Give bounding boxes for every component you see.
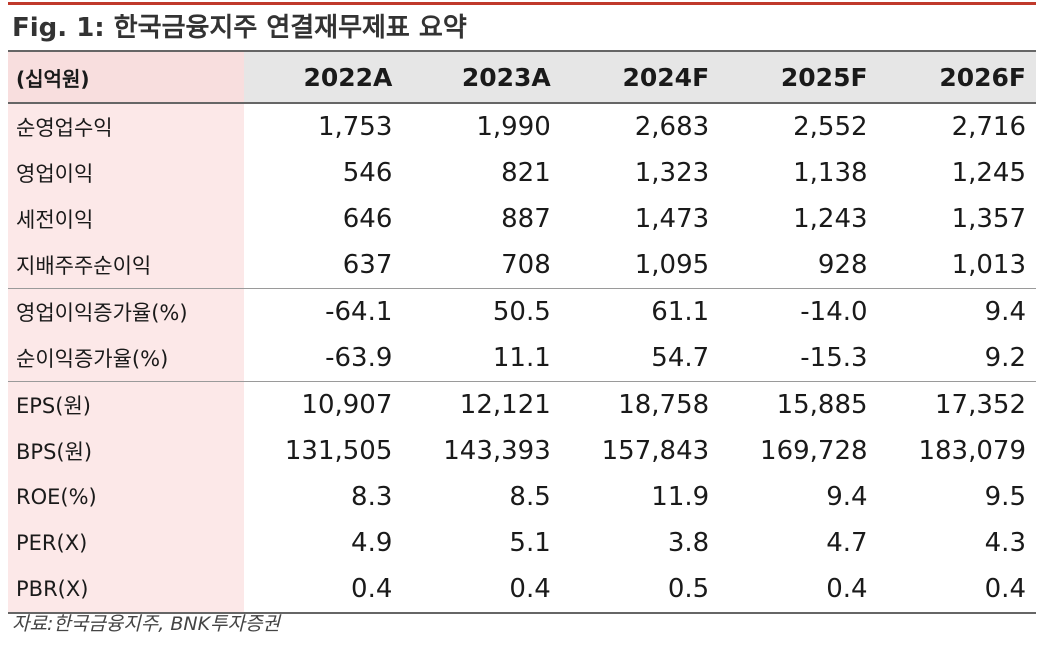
value-cell: 17,352	[877, 381, 1036, 428]
value-cell: 1,243	[793, 204, 868, 234]
row-label: EPS(원)	[8, 381, 244, 428]
row-label: 세전이익	[8, 196, 244, 242]
value-cell: -63.9	[325, 343, 393, 373]
value-cell: 887	[501, 204, 551, 234]
row-label: 순영업수익	[8, 103, 244, 150]
unit-label: (십억원)	[8, 50, 244, 104]
value-cell: 157,843	[601, 436, 710, 466]
figure-title: Fig. 1: 한국금융지주 연결재무제표 요약	[12, 13, 467, 43]
value-cell: 9.2	[984, 343, 1026, 373]
value-cell: 50.5	[402, 288, 561, 335]
year-header: 2023A	[402, 50, 561, 104]
row-label: PBR(X)	[8, 566, 244, 614]
value-cell: 0.4	[402, 566, 561, 614]
value-cell: 4.9	[351, 528, 393, 558]
value-cell: 1,323	[634, 158, 710, 188]
table-row: EPS(원) 10,907 12,121 18,758 15,885 17,35…	[8, 381, 1036, 428]
value-cell: 54.7	[651, 343, 710, 373]
value-cell: 5.1	[509, 528, 551, 558]
row-label: PER(X)	[8, 520, 244, 566]
row-label: 순이익증가율(%)	[8, 335, 244, 382]
table-row: ROE(%) 8.3 8.5 11.9 9.4 9.5	[8, 474, 1036, 520]
value-cell: 821	[501, 158, 551, 188]
value-cell: 61.1	[560, 288, 720, 335]
value-cell: 637	[342, 250, 393, 280]
table-row: BPS(원) 131,505 143,393 157,843 169,728 1…	[8, 428, 1036, 474]
value-cell: 143,393	[443, 436, 551, 466]
row-label: 영업이익	[8, 150, 244, 196]
value-cell: 0.4	[244, 566, 403, 614]
row-label: 지배주주순이익	[8, 242, 244, 289]
title-accent-rule	[8, 2, 1036, 5]
value-cell: 18,758	[560, 381, 720, 428]
row-label: ROE(%)	[8, 474, 244, 520]
source-note: 자료:한국금융지주, BNK투자증권	[12, 613, 280, 635]
value-cell: 646	[342, 204, 393, 234]
value-cell: 708	[501, 250, 551, 280]
value-cell: 546	[342, 158, 393, 188]
value-cell: 11.1	[492, 343, 551, 373]
table-row: PBR(X) 0.4 0.4 0.5 0.4 0.4	[8, 566, 1036, 614]
financial-summary-table: (십억원) 2022A 2023A 2024F 2025F 2026F 순영업수…	[8, 50, 1036, 614]
value-cell: -15.3	[800, 343, 868, 373]
year-header: 2022A	[244, 50, 403, 104]
value-cell: 2,683	[634, 112, 710, 142]
value-cell: 928	[817, 250, 868, 280]
value-cell: 9.4	[877, 288, 1036, 335]
value-cell: 183,079	[918, 436, 1026, 466]
year-header: 2024F	[560, 50, 720, 104]
row-label: BPS(원)	[8, 428, 244, 474]
value-cell: 0.4	[719, 566, 878, 614]
value-cell: 2,552	[793, 112, 868, 142]
value-cell: 1,357	[951, 204, 1026, 234]
table-row: 순영업수익 1,753 1,990 2,683 2,552 2,716	[8, 103, 1036, 150]
value-cell: 3.8	[667, 528, 710, 558]
value-cell: 8.5	[509, 482, 551, 512]
value-cell: 1,473	[634, 204, 710, 234]
value-cell: 11.9	[651, 482, 710, 512]
value-cell: 8.3	[351, 482, 393, 512]
value-cell: 1,095	[634, 250, 710, 280]
value-cell: 0.5	[560, 566, 720, 614]
value-cell: 0.4	[877, 566, 1036, 614]
table-row: PER(X) 4.9 5.1 3.8 4.7 4.3	[8, 520, 1036, 566]
value-cell: 131,505	[284, 436, 393, 466]
value-cell: 10,907	[244, 381, 403, 428]
row-label: 영업이익증가율(%)	[8, 288, 244, 335]
value-cell: 1,990	[476, 112, 551, 142]
value-cell: 9.4	[826, 482, 868, 512]
table-row: 지배주주순이익 637 708 1,095 928 1,013	[8, 242, 1036, 289]
value-cell: 12,121	[402, 381, 561, 428]
value-cell: 4.7	[826, 528, 868, 558]
value-cell: 1,138	[793, 158, 868, 188]
value-cell: 15,885	[719, 381, 878, 428]
value-cell: 2,716	[951, 112, 1026, 142]
table-row: 영업이익 546 821 1,323 1,138 1,245	[8, 150, 1036, 196]
year-header: 2025F	[719, 50, 878, 104]
table-row: 순이익증가율(%) -63.9 11.1 54.7 -15.3 9.2	[8, 335, 1036, 382]
year-header: 2026F	[877, 50, 1036, 104]
header-row: (십억원) 2022A 2023A 2024F 2025F 2026F	[8, 50, 1036, 104]
value-cell: -14.0	[719, 288, 878, 335]
value-cell: 169,728	[760, 436, 868, 466]
value-cell: 1,245	[951, 158, 1026, 188]
value-cell: 1,753	[317, 112, 393, 142]
value-cell: 9.5	[984, 482, 1026, 512]
value-cell: -64.1	[244, 288, 403, 335]
table-row: 영업이익증가율(%) -64.1 50.5 61.1 -14.0 9.4	[8, 288, 1036, 335]
value-cell: 4.3	[984, 528, 1026, 558]
table-row: 세전이익 646 887 1,473 1,243 1,357	[8, 196, 1036, 242]
value-cell: 1,013	[951, 250, 1026, 280]
